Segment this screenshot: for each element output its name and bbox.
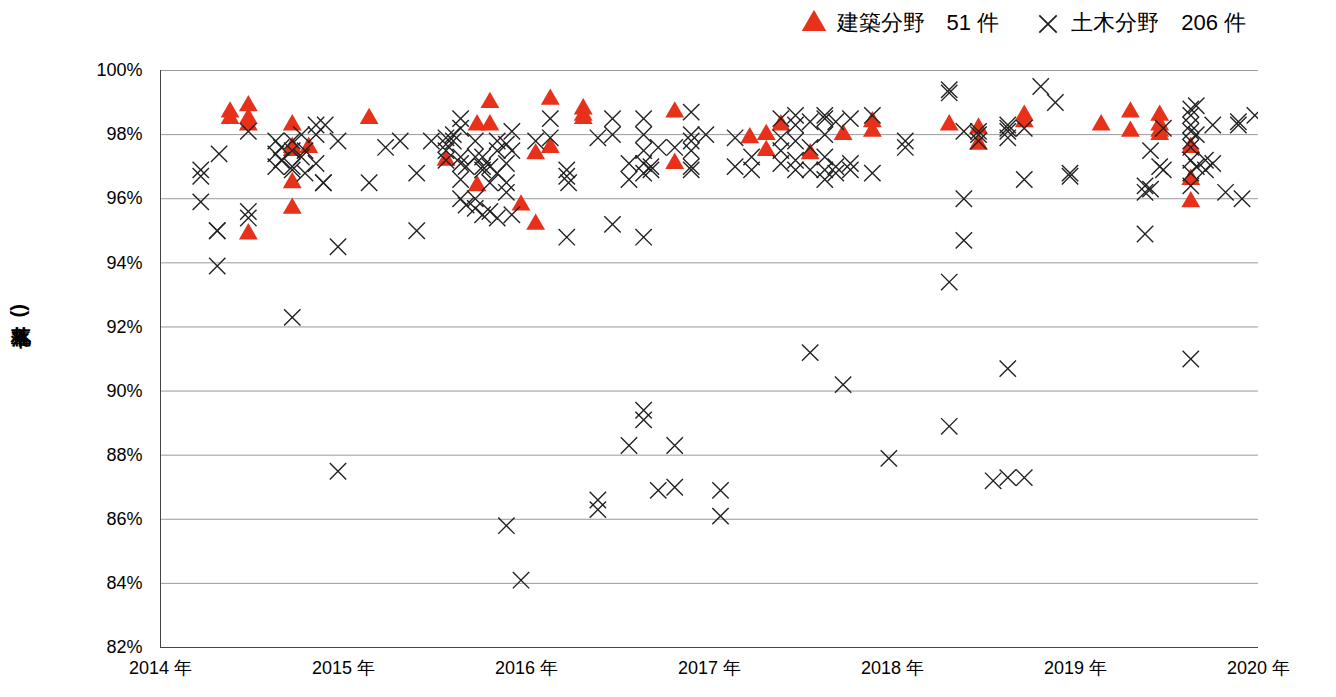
svg-text:98%: 98% [106, 124, 142, 144]
svg-text:88%: 88% [106, 445, 142, 465]
svg-text:100%: 100% [96, 60, 142, 80]
html-text:土木分野 206 件: 土木分野 206 件 [1071, 9, 1246, 35]
svg-text:90%: 90% [106, 381, 142, 401]
svg-text:2018 年: 2018 年 [861, 658, 924, 678]
svg-text:96%: 96% [106, 188, 142, 208]
svg-text:84%: 84% [106, 573, 142, 593]
svg-text:2016 年: 2016 年 [495, 658, 558, 678]
svg-text:2015 年: 2015 年 [312, 658, 375, 678]
svg-text:2017 年: 2017 年 [678, 658, 741, 678]
svg-text:92%: 92% [106, 317, 142, 337]
svg-text:94%: 94% [106, 253, 142, 273]
svg-text:86%: 86% [106, 509, 142, 529]
svg-text:2020 年: 2020 年 [1227, 658, 1290, 678]
svg-text:2019 年: 2019 年 [1044, 658, 1107, 678]
svg-text:2014 年: 2014 年 [129, 658, 192, 678]
html-text:建築分野 51 件: 建築分野 51 件 [836, 9, 1000, 35]
svg-text:82%: 82% [106, 637, 142, 657]
html-text:(落札率): (落札率) [10, 303, 32, 317]
